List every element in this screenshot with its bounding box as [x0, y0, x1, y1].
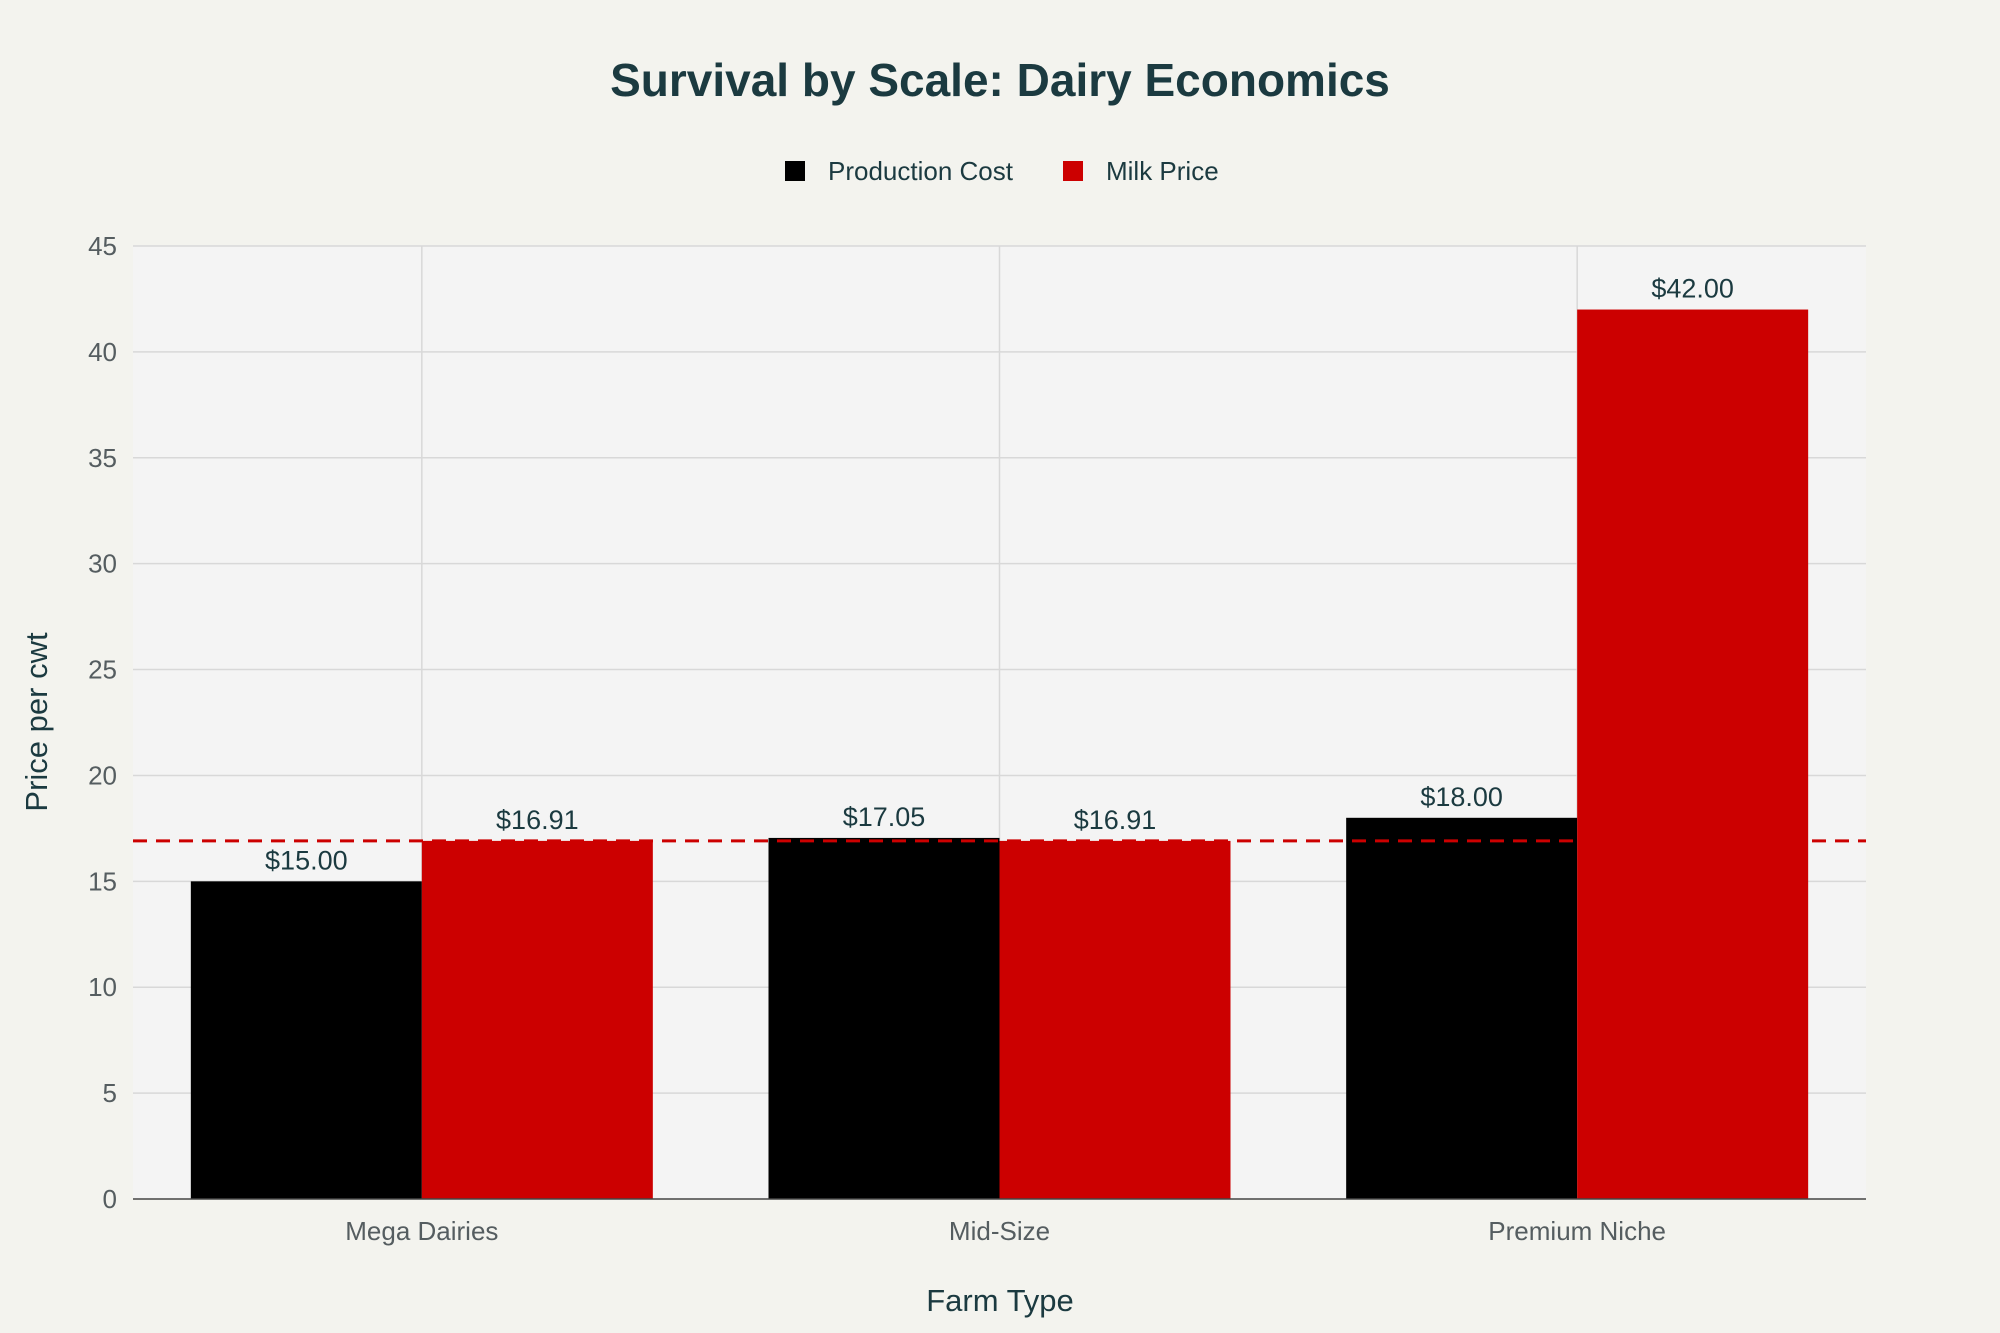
y-tick-label: 30	[88, 549, 117, 579]
y-tick-label: 5	[103, 1078, 117, 1108]
data-labels: $15.00 $17.05 $18.00 $16.91 $16.91 $42.00	[265, 274, 1734, 876]
bars	[190, 309, 1809, 1199]
y-tick-label: 0	[103, 1184, 117, 1214]
x-tick-label: Mega Dairies	[345, 1216, 498, 1246]
y-axis-title: Price per cwt	[19, 632, 54, 812]
y-tick-label: 15	[88, 866, 117, 896]
bar-milk-price	[421, 840, 653, 1199]
legend-label: Milk Price	[1106, 156, 1219, 186]
y-tick-label: 45	[88, 231, 117, 261]
x-tick-label: Premium Niche	[1488, 1216, 1666, 1246]
y-tick-label: 35	[88, 443, 117, 473]
x-axis-title: Farm Type	[926, 1283, 1074, 1318]
data-label: $42.00	[1651, 274, 1734, 304]
chart-title: Survival by Scale: Dairy Economics	[610, 54, 1390, 106]
bar-milk-price	[999, 840, 1231, 1199]
legend-swatch	[1063, 161, 1083, 181]
y-tick-label: 25	[88, 655, 117, 685]
data-label: $18.00	[1420, 782, 1503, 812]
bar-production-cost	[190, 881, 422, 1199]
data-label: $16.91	[496, 805, 579, 835]
legend[interactable]: Production Cost Milk Price	[785, 156, 1219, 186]
data-label: $16.91	[1074, 805, 1157, 835]
y-tick-label: 40	[88, 337, 117, 367]
legend-swatch	[785, 161, 805, 181]
y-tick-label: 20	[88, 760, 117, 790]
x-tick-label: Mid-Size	[949, 1216, 1050, 1246]
data-label: $17.05	[843, 802, 926, 832]
bar-milk-price	[1577, 309, 1809, 1199]
data-label: $15.00	[265, 845, 348, 875]
legend-label: Production Cost	[828, 156, 1014, 186]
axes: 0 5 10 15 20 25 30 35 40 45 Mega Dairies Mid-Size Pr…	[88, 231, 1866, 1246]
bar-production-cost	[768, 837, 1000, 1199]
bar-production-cost	[1346, 817, 1578, 1199]
y-tick-label: 10	[88, 972, 117, 1002]
